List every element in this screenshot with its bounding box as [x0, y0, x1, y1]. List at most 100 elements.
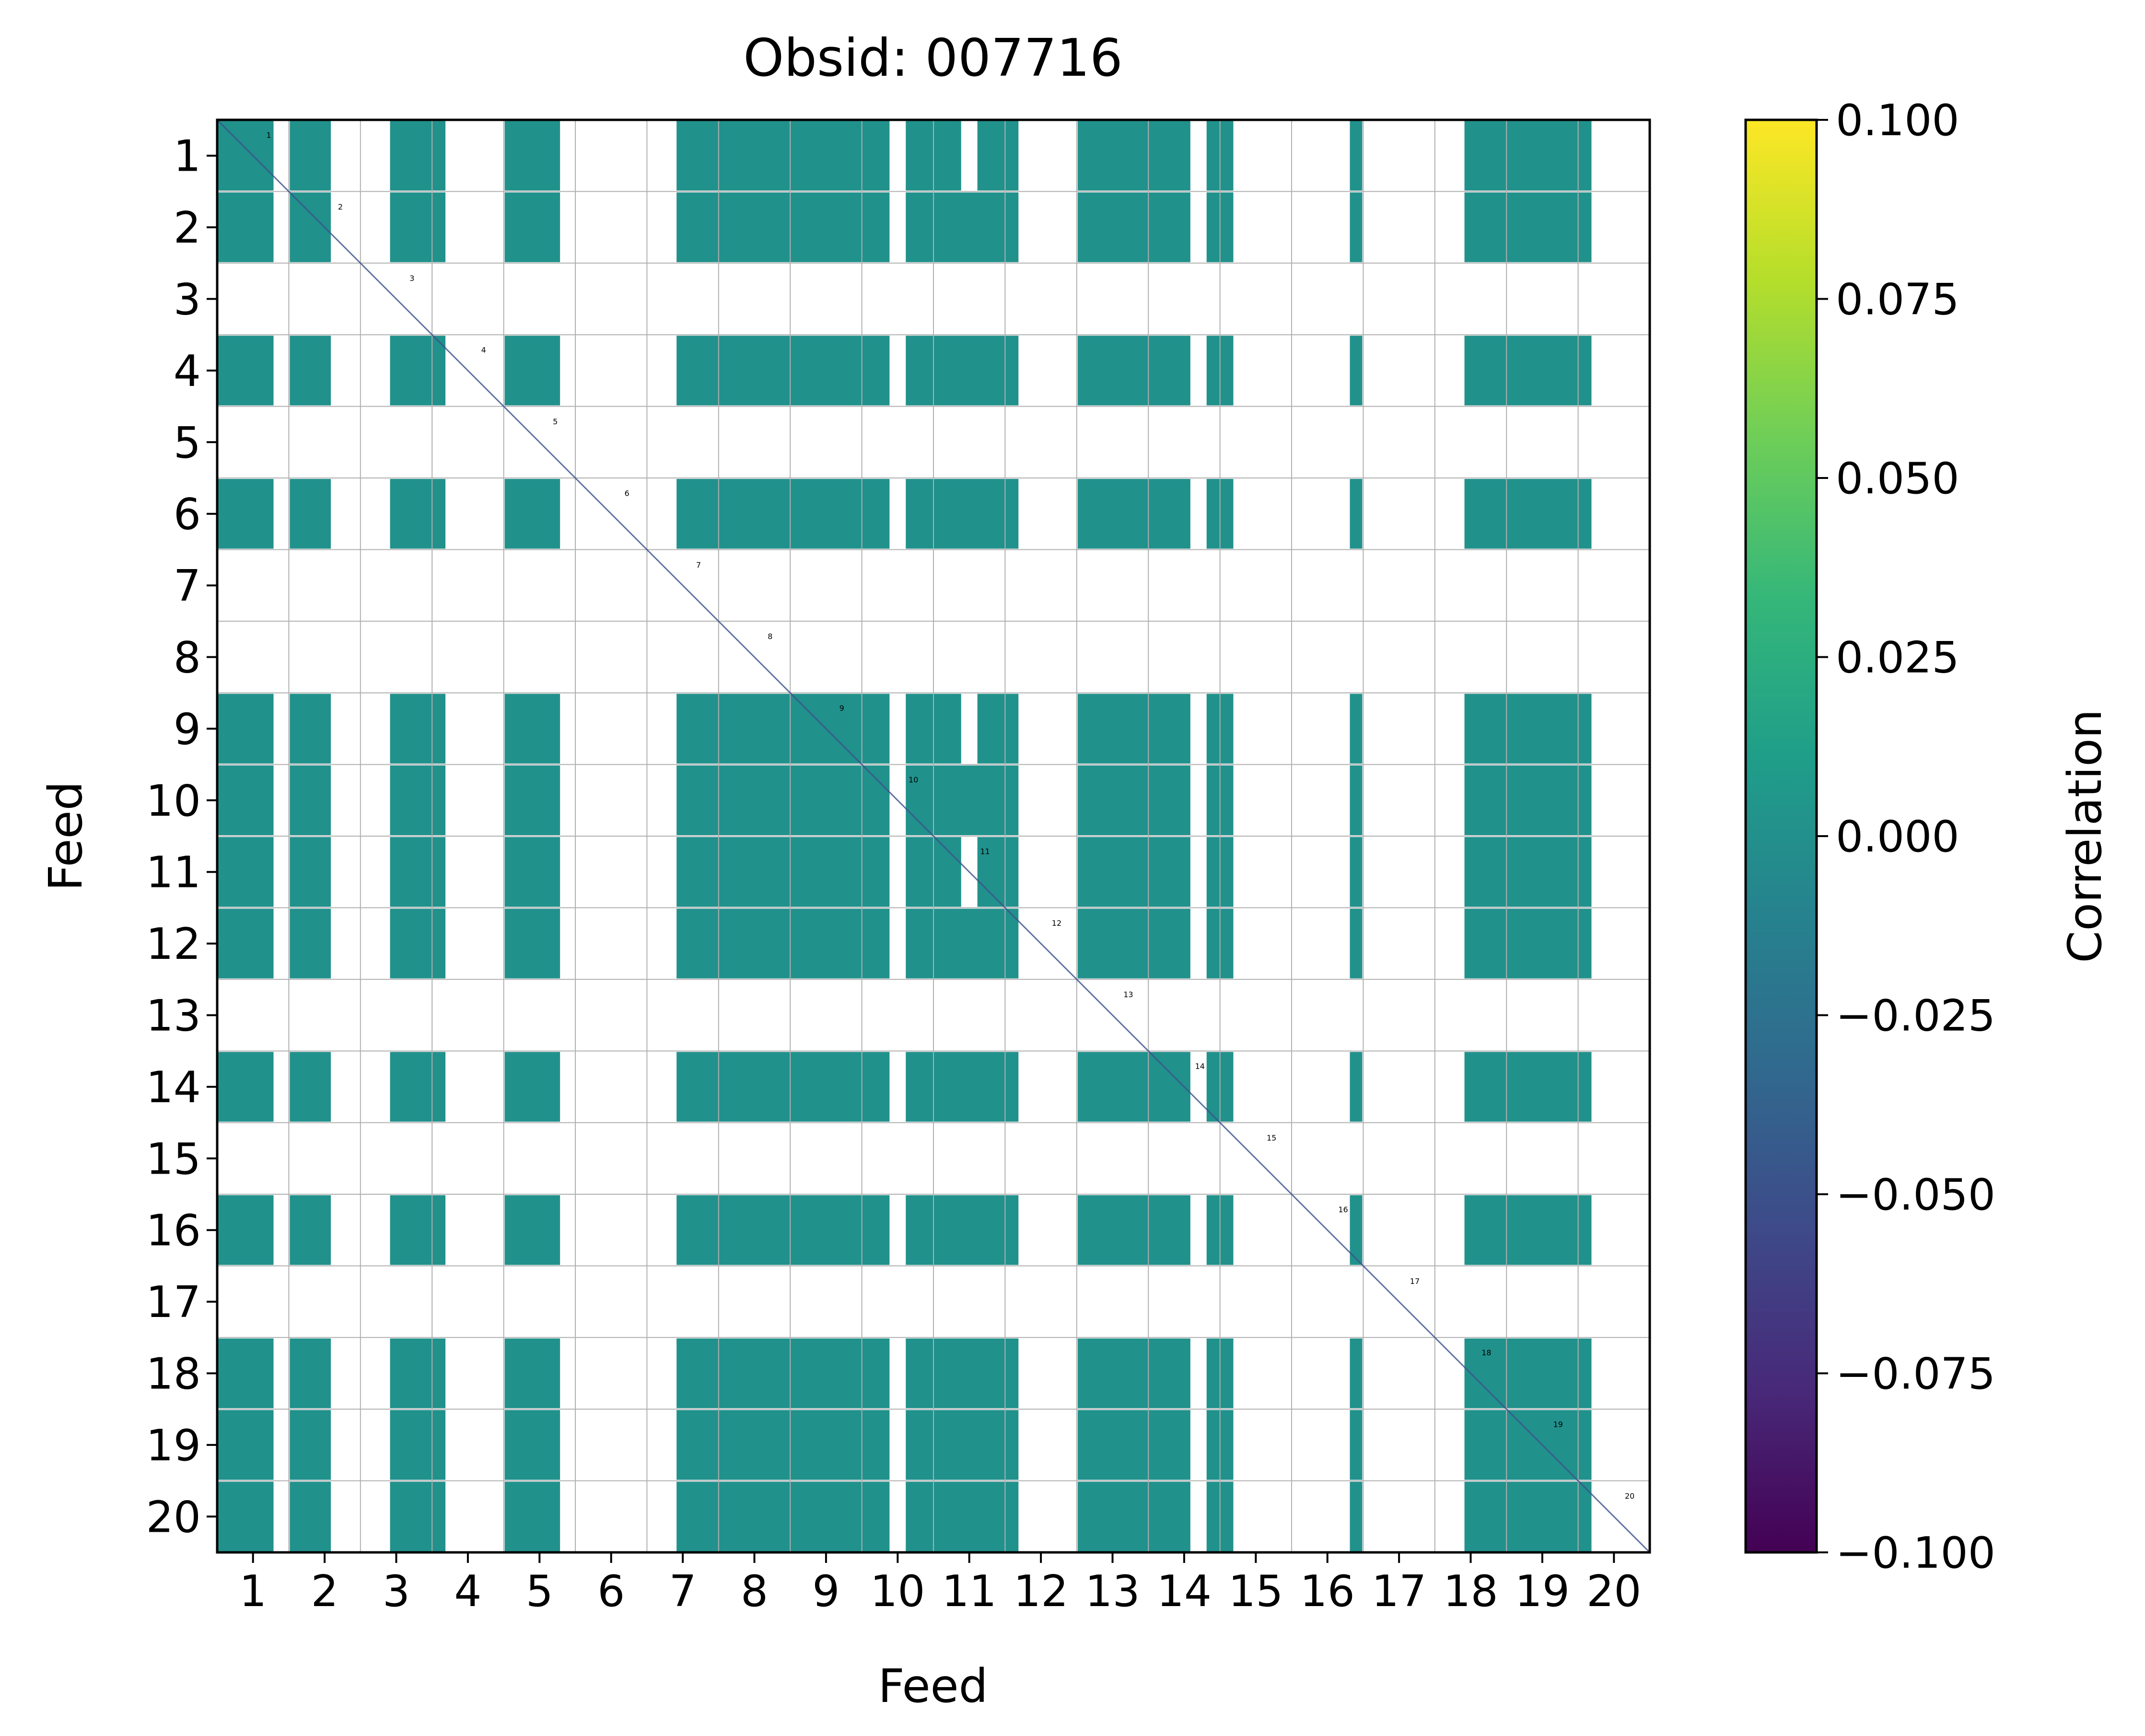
heatmap-cell	[1350, 479, 1363, 549]
x-tick-label: 5	[526, 1566, 553, 1617]
heatmap-cell	[1077, 192, 1190, 262]
heatmap-cell	[218, 694, 274, 764]
heatmap-cell	[1464, 1338, 1592, 1409]
heatmap-cell	[1077, 1410, 1190, 1480]
heatmap-cell	[1350, 336, 1363, 406]
heatmap-cell	[676, 1481, 890, 1551]
diagonal-label: 6	[624, 489, 629, 498]
heatmap-cell	[504, 1481, 560, 1551]
x-tick-label: 6	[597, 1566, 625, 1617]
heatmap-cell	[1077, 479, 1190, 549]
y-tick-label: 3	[174, 275, 201, 325]
heatmap	[218, 121, 1592, 1551]
y-tick-label: 11	[146, 848, 201, 898]
colorbar-tick-label: −0.100	[1836, 1528, 1995, 1578]
heatmap-cell	[1077, 1481, 1190, 1551]
x-tick-label: 19	[1515, 1566, 1570, 1617]
diagonal-label: 16	[1338, 1205, 1348, 1214]
heatmap-cell	[390, 479, 446, 549]
heatmap-cell	[1350, 765, 1363, 835]
colorbar-label: Correlation	[2058, 709, 2112, 963]
y-tick-label: 17	[146, 1277, 201, 1328]
heatmap-cell	[906, 336, 1019, 406]
diagonal-label: 19	[1553, 1420, 1563, 1429]
diagonal-label: 15	[1267, 1133, 1276, 1142]
y-tick-label: 2	[174, 203, 201, 253]
heatmap-cell	[390, 336, 446, 406]
heatmap-cell	[390, 1195, 446, 1265]
heatmap-cell	[390, 909, 446, 979]
heatmap-cell	[676, 1338, 890, 1409]
heatmap-cell	[218, 479, 274, 549]
heatmap-cell	[390, 837, 446, 907]
y-tick-label: 19	[146, 1421, 201, 1471]
x-tick-label: 12	[1014, 1566, 1069, 1617]
heatmap-cell	[504, 1410, 560, 1480]
y-tick-label: 4	[174, 346, 201, 396]
y-tick-label: 14	[146, 1062, 201, 1113]
colorbar-tick-label: 0.100	[1836, 95, 1959, 146]
heatmap-cell	[1077, 1052, 1190, 1122]
heatmap-cell	[1464, 1052, 1592, 1122]
heatmap-cell	[290, 479, 331, 549]
heatmap-cell	[1464, 765, 1592, 835]
heatmap-cell	[290, 1338, 331, 1409]
y-axis-label: Feed	[39, 781, 93, 891]
heatmap-cell	[504, 121, 560, 191]
y-tick-label: 7	[174, 561, 201, 611]
y-tick-label: 10	[146, 776, 201, 826]
heatmap-cell	[1464, 694, 1592, 764]
heatmap-cell	[906, 1195, 1019, 1265]
heatmap-cell	[390, 1338, 446, 1409]
heatmap-cell	[390, 1410, 446, 1480]
heatmap-cell	[504, 336, 560, 406]
heatmap-cell	[676, 192, 890, 262]
x-tick-label: 1	[239, 1566, 267, 1617]
heatmap-cell	[1464, 1410, 1592, 1480]
heatmap-cell	[1350, 121, 1363, 191]
heatmap-cell	[906, 1410, 1019, 1480]
x-tick-label: 13	[1085, 1566, 1140, 1617]
diagonal-label: 12	[1052, 919, 1061, 928]
heatmap-cell	[504, 909, 560, 979]
heatmap-cell	[1350, 909, 1363, 979]
heatmap-cell	[390, 121, 446, 191]
y-tick-label: 12	[146, 919, 201, 969]
colorbar-tick-label: −0.025	[1836, 991, 1995, 1041]
heatmap-cell	[290, 1195, 331, 1265]
diagonal-label: 20	[1625, 1491, 1634, 1501]
heatmap-cell	[906, 1481, 1019, 1551]
heatmap-cell	[1350, 694, 1363, 764]
diagonal-label: 8	[768, 632, 772, 641]
heatmap-cell	[290, 909, 331, 979]
y-tick-label: 1	[174, 131, 201, 182]
x-tick-label: 10	[870, 1566, 925, 1617]
colorbar-tick-label: −0.050	[1836, 1170, 1995, 1220]
heatmap-cell	[1077, 1338, 1190, 1409]
heatmap-cell	[290, 837, 331, 907]
heatmap-cell	[676, 336, 890, 406]
heatmap-cell	[676, 1052, 890, 1122]
heatmap-cell	[906, 479, 1019, 549]
diagonal-label: 13	[1123, 990, 1133, 999]
grid-lines	[217, 120, 1650, 1552]
colorbar-tick-label: 0.050	[1836, 454, 1959, 504]
heatmap-cell	[1350, 1410, 1363, 1480]
heatmap-cell	[504, 837, 560, 907]
y-tick-label: 15	[146, 1134, 201, 1184]
x-tick-label: 16	[1300, 1566, 1355, 1617]
colorbar	[1744, 118, 1818, 1554]
heatmap-cell	[1077, 765, 1190, 835]
heatmap-cell	[504, 1338, 560, 1409]
colorbar-tick-label: −0.075	[1836, 1349, 1995, 1399]
diagonal-label: 2	[338, 202, 343, 211]
diagonal-label: 17	[1410, 1277, 1420, 1286]
x-tick-label: 2	[311, 1566, 338, 1617]
heatmap-cell	[390, 694, 446, 764]
heatmap-cell	[390, 1052, 446, 1122]
heatmap-cell	[1350, 837, 1363, 907]
heatmap-cell	[1077, 1195, 1190, 1265]
heatmap-cell	[676, 1410, 890, 1480]
diagonal-line	[216, 119, 1651, 1553]
